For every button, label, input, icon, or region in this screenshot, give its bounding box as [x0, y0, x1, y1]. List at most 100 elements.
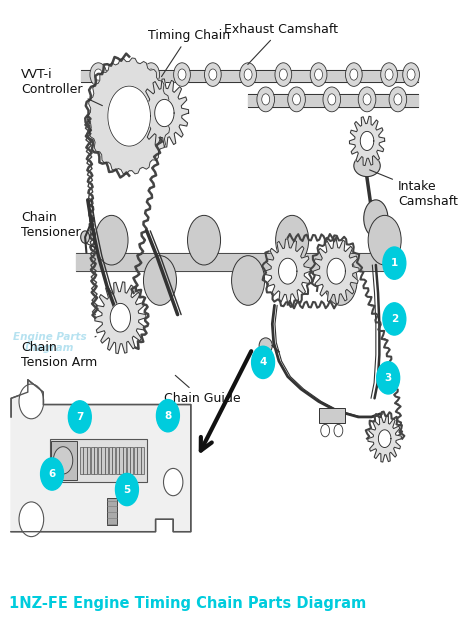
Bar [84, 447, 87, 474]
Text: 4: 4 [259, 358, 267, 368]
Bar [130, 447, 134, 474]
Ellipse shape [81, 231, 90, 243]
Ellipse shape [279, 69, 287, 80]
Polygon shape [110, 303, 130, 332]
Bar [50, 439, 147, 482]
Ellipse shape [385, 69, 393, 80]
Ellipse shape [354, 155, 380, 176]
Ellipse shape [389, 87, 407, 112]
Text: Engine Parts
Diagram: Engine Parts Diagram [13, 331, 87, 353]
Circle shape [334, 424, 343, 437]
Polygon shape [360, 131, 374, 151]
Polygon shape [368, 415, 402, 462]
Ellipse shape [143, 255, 177, 305]
Ellipse shape [143, 63, 160, 87]
Circle shape [383, 247, 406, 279]
Text: 1: 1 [391, 258, 398, 268]
Text: 7: 7 [76, 412, 84, 422]
Bar [127, 447, 130, 474]
Ellipse shape [121, 69, 129, 80]
Text: 3: 3 [384, 373, 392, 383]
Ellipse shape [257, 87, 275, 112]
Polygon shape [349, 117, 385, 166]
Circle shape [41, 458, 64, 490]
Circle shape [91, 62, 168, 171]
Circle shape [133, 141, 140, 151]
Ellipse shape [90, 63, 106, 87]
Ellipse shape [276, 216, 309, 265]
Ellipse shape [240, 63, 256, 87]
Circle shape [68, 401, 91, 433]
Ellipse shape [310, 63, 327, 87]
Ellipse shape [315, 69, 323, 80]
Ellipse shape [293, 94, 301, 105]
Circle shape [156, 399, 179, 432]
Text: Intake
Camshaft: Intake Camshaft [369, 170, 458, 207]
Text: VVT-i
Controller: VVT-i Controller [21, 68, 102, 106]
Ellipse shape [328, 94, 336, 105]
Ellipse shape [288, 87, 305, 112]
Ellipse shape [350, 69, 358, 80]
Ellipse shape [147, 69, 155, 80]
Circle shape [99, 73, 160, 159]
Bar [105, 447, 108, 474]
Polygon shape [278, 258, 297, 284]
Ellipse shape [358, 87, 376, 112]
Bar [116, 447, 119, 474]
Ellipse shape [188, 216, 220, 265]
Circle shape [133, 82, 140, 92]
Text: Chain
Tension Arm: Chain Tension Arm [21, 336, 98, 369]
Polygon shape [140, 79, 189, 147]
Bar [137, 447, 141, 474]
Ellipse shape [94, 69, 102, 80]
Bar [87, 447, 90, 474]
Ellipse shape [407, 69, 415, 80]
Ellipse shape [174, 63, 191, 87]
Text: Chain
Tensioner: Chain Tensioner [21, 211, 96, 248]
Bar [123, 447, 126, 474]
Bar [112, 447, 115, 474]
Circle shape [383, 303, 406, 335]
Polygon shape [378, 430, 391, 447]
Ellipse shape [262, 94, 269, 105]
Circle shape [121, 105, 137, 127]
Text: Timing Chain: Timing Chain [148, 29, 230, 77]
Polygon shape [265, 239, 311, 303]
Ellipse shape [95, 216, 128, 265]
Text: Chain Guide: Chain Guide [163, 375, 240, 405]
Ellipse shape [232, 255, 265, 305]
Ellipse shape [363, 94, 371, 105]
Text: Exhaust Camshaft: Exhaust Camshaft [224, 22, 338, 65]
Text: 5: 5 [123, 485, 131, 495]
Ellipse shape [275, 63, 292, 87]
Ellipse shape [381, 63, 397, 87]
Ellipse shape [178, 69, 186, 80]
Ellipse shape [394, 94, 402, 105]
Circle shape [108, 130, 115, 140]
Bar [134, 447, 137, 474]
Ellipse shape [209, 69, 217, 80]
Circle shape [19, 384, 44, 419]
Bar [101, 447, 105, 474]
Circle shape [115, 473, 138, 506]
Text: 8: 8 [164, 411, 171, 421]
Bar [141, 447, 144, 474]
Ellipse shape [259, 338, 272, 353]
Text: 2: 2 [391, 314, 398, 324]
Circle shape [252, 346, 275, 379]
Ellipse shape [364, 200, 388, 237]
Circle shape [163, 468, 183, 496]
Ellipse shape [323, 87, 340, 112]
Polygon shape [88, 58, 170, 174]
Polygon shape [11, 380, 191, 531]
Circle shape [156, 101, 173, 125]
Ellipse shape [244, 69, 252, 80]
Bar [120, 447, 123, 474]
Ellipse shape [116, 63, 133, 87]
Bar [109, 447, 112, 474]
Circle shape [108, 93, 115, 103]
Ellipse shape [346, 63, 362, 87]
Circle shape [53, 447, 73, 474]
Bar [51, 440, 77, 480]
Polygon shape [155, 100, 174, 126]
